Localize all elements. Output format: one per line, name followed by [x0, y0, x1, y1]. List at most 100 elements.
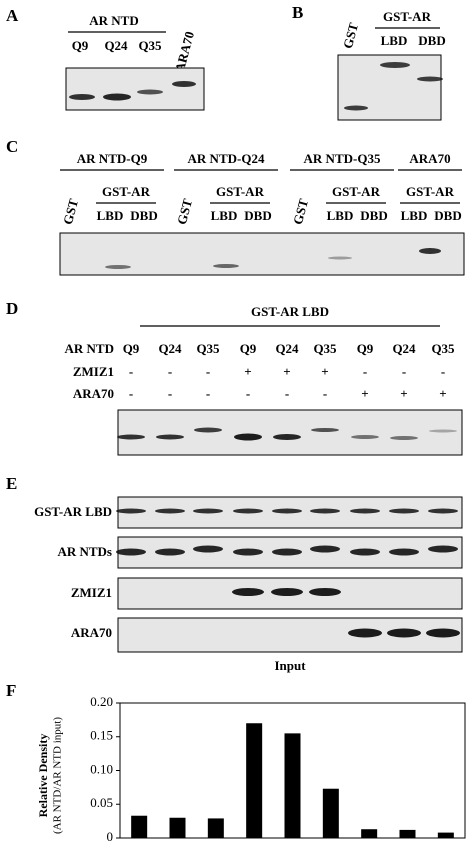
- band: [213, 264, 239, 268]
- label: AR NTD-Q24: [188, 151, 265, 166]
- label: Q9: [72, 38, 89, 53]
- bar: [361, 829, 378, 838]
- band: [233, 548, 263, 556]
- cell: -: [129, 364, 133, 379]
- band: [419, 248, 441, 254]
- label: GST-AR: [332, 184, 381, 199]
- band: [232, 588, 264, 596]
- cell: -: [129, 386, 133, 401]
- cell: Q24: [392, 341, 416, 356]
- cell: -: [285, 386, 289, 401]
- cell: -: [168, 386, 172, 401]
- band: [310, 545, 340, 553]
- bar: [399, 829, 416, 838]
- band: [273, 434, 301, 440]
- label: DBD: [360, 208, 387, 223]
- gel: [65, 67, 205, 111]
- y-tick-label: 0.10: [90, 761, 113, 776]
- label: DBD: [418, 33, 445, 48]
- lane-label: GST: [290, 197, 311, 226]
- band: [271, 588, 303, 596]
- band: [428, 508, 458, 514]
- label: AR NTD-Q9: [77, 151, 148, 166]
- panel-label: B: [292, 3, 303, 22]
- band: [69, 94, 95, 100]
- label: AR NTD: [89, 13, 138, 28]
- lane-label: GST: [60, 197, 81, 226]
- cell: Q35: [313, 341, 337, 356]
- label: DBD: [244, 208, 271, 223]
- cell: Q24: [158, 341, 182, 356]
- row-label: ARA70: [73, 386, 114, 401]
- band: [328, 256, 352, 260]
- cell: Q9: [240, 341, 257, 356]
- label: Q24: [104, 38, 128, 53]
- band: [310, 508, 340, 514]
- cell: -: [441, 364, 445, 379]
- y-tick-label: 0.05: [90, 795, 113, 810]
- panel-label: D: [6, 299, 18, 318]
- label: GST-AR LBD: [251, 304, 329, 319]
- band: [350, 508, 380, 514]
- band: [193, 508, 223, 514]
- cell: -: [363, 364, 367, 379]
- cell: Q24: [275, 341, 299, 356]
- band: [417, 76, 443, 82]
- label: GST-AR: [102, 184, 151, 199]
- label: Q35: [138, 38, 162, 53]
- panel-label: C: [6, 137, 18, 156]
- cell: +: [400, 386, 407, 401]
- label: DBD: [130, 208, 157, 223]
- band: [311, 428, 339, 432]
- band: [309, 588, 341, 596]
- band: [380, 62, 410, 68]
- band: [116, 548, 146, 556]
- bar: [207, 818, 224, 838]
- panel-label: E: [6, 474, 17, 493]
- cell: Q35: [431, 341, 455, 356]
- label: GST-AR: [406, 184, 455, 199]
- band: [116, 508, 146, 514]
- y-axis-sublabel: (AR NTD/AR NTD input): [52, 717, 64, 834]
- cell: -: [323, 386, 327, 401]
- band: [389, 508, 419, 514]
- lane-label: ARA70: [172, 30, 197, 74]
- bar: [322, 788, 339, 838]
- cell: Q35: [196, 341, 220, 356]
- band: [105, 265, 131, 269]
- lane-label: GST: [174, 197, 195, 226]
- gel: [117, 409, 463, 456]
- label: LBD: [211, 208, 238, 223]
- strip-label: ARA70: [71, 625, 112, 640]
- cell: -: [206, 386, 210, 401]
- bar: [437, 832, 454, 838]
- bar: [284, 733, 301, 838]
- band: [428, 545, 458, 553]
- label: ARA70: [409, 151, 450, 166]
- cell: +: [439, 386, 446, 401]
- cell: Q9: [123, 341, 140, 356]
- y-axis-label: Relative Density: [36, 734, 50, 818]
- strip-label: AR NTDs: [57, 544, 112, 559]
- bar: [169, 817, 186, 838]
- band: [117, 434, 145, 440]
- panel-label: A: [6, 6, 19, 25]
- label: LBD: [327, 208, 354, 223]
- strip-label: GST-AR LBD: [34, 504, 112, 519]
- label: LBD: [401, 208, 428, 223]
- y-tick-label: 0.20: [90, 694, 113, 709]
- band: [272, 508, 302, 514]
- cell: -: [168, 364, 172, 379]
- band: [103, 93, 131, 101]
- label: LBD: [97, 208, 124, 223]
- band: [344, 105, 368, 111]
- band: [233, 508, 263, 514]
- label: AR NTD-Q35: [304, 151, 381, 166]
- label: Input: [274, 658, 306, 673]
- cell: -: [402, 364, 406, 379]
- cell: +: [361, 386, 368, 401]
- band: [155, 548, 185, 556]
- band: [426, 628, 460, 638]
- lane-label: GST: [340, 21, 361, 50]
